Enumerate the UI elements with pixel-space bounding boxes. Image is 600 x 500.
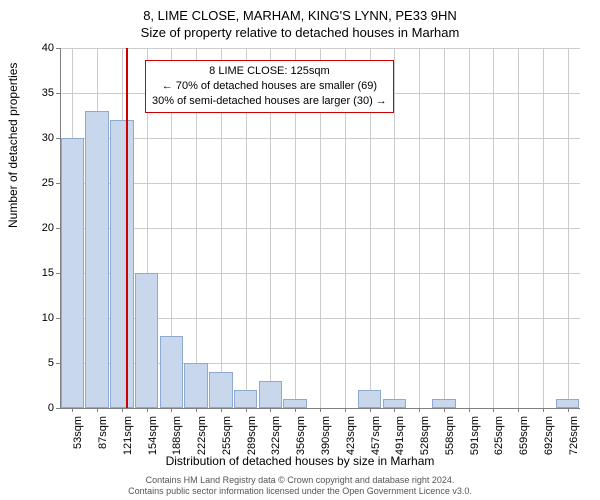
footer-line1: Contains HM Land Registry data © Crown c…	[0, 475, 600, 487]
y-tick-label: 30	[24, 132, 54, 144]
chart-container: 8, LIME CLOSE, MARHAM, KING'S LYNN, PE33…	[0, 0, 600, 500]
x-tick-label: 491sqm	[394, 416, 406, 456]
x-tick-label: 356sqm	[295, 416, 307, 456]
y-tick-label: 15	[24, 267, 54, 279]
gridline-vertical	[419, 48, 420, 408]
x-tick-label: 121sqm	[122, 416, 134, 456]
x-tick-label: 659sqm	[518, 416, 530, 456]
x-tick-label: 457sqm	[370, 416, 382, 456]
callout-box: 8 LIME CLOSE: 125sqm ← 70% of detached h…	[145, 60, 394, 113]
histogram-bar	[160, 336, 184, 408]
histogram-bar	[110, 120, 134, 408]
y-axis-label: Number of detached properties	[6, 63, 20, 228]
histogram-bar	[259, 381, 283, 408]
x-tick-label: 726sqm	[568, 416, 580, 456]
x-tick-label: 255sqm	[221, 416, 233, 456]
histogram-bar	[61, 138, 85, 408]
gridline-vertical	[444, 48, 445, 408]
title-main: 8, LIME CLOSE, MARHAM, KING'S LYNN, PE33…	[0, 0, 600, 23]
x-tick-label: 289sqm	[246, 416, 258, 456]
histogram-bar	[135, 273, 159, 408]
callout-line2: ← 70% of detached houses are smaller (69…	[152, 79, 387, 94]
footer-line2: Contains public sector information licen…	[0, 486, 600, 498]
histogram-bar	[383, 399, 407, 408]
histogram-bar	[432, 399, 456, 408]
x-tick-label: 154sqm	[147, 416, 159, 456]
histogram-bar	[234, 390, 258, 408]
reference-line	[126, 48, 128, 408]
histogram-bar	[556, 399, 580, 408]
gridline-vertical	[493, 48, 494, 408]
x-tick-label: 87sqm	[97, 416, 109, 456]
y-tick-label: 40	[24, 42, 54, 54]
y-axis-line	[60, 48, 61, 408]
gridline-vertical	[568, 48, 569, 408]
gridline-vertical	[518, 48, 519, 408]
x-tick-label: 188sqm	[171, 416, 183, 456]
x-tick-label: 528sqm	[419, 416, 431, 456]
x-tick-label: 558sqm	[444, 416, 456, 456]
histogram-bar	[184, 363, 208, 408]
y-tick-label: 10	[24, 312, 54, 324]
x-tick-label: 591sqm	[469, 416, 481, 456]
histogram-bar	[209, 372, 233, 408]
y-tick-label: 5	[24, 357, 54, 369]
x-tick-label: 53sqm	[72, 416, 84, 456]
footer-attribution: Contains HM Land Registry data © Crown c…	[0, 475, 600, 498]
histogram-bar	[358, 390, 382, 408]
y-tick-label: 0	[24, 402, 54, 414]
chart-area: 051015202530354053sqm87sqm121sqm154sqm18…	[60, 48, 580, 408]
x-tick-label: 222sqm	[196, 416, 208, 456]
x-tick-label: 625sqm	[493, 416, 505, 456]
x-tick-label: 423sqm	[345, 416, 357, 456]
x-tick-label: 692sqm	[543, 416, 555, 456]
x-tick-label: 322sqm	[270, 416, 282, 456]
histogram-bar	[283, 399, 307, 408]
gridline-vertical	[543, 48, 544, 408]
title-sub: Size of property relative to detached ho…	[0, 23, 600, 40]
y-tick-label: 35	[24, 87, 54, 99]
callout-line1: 8 LIME CLOSE: 125sqm	[152, 64, 387, 79]
y-tick-label: 25	[24, 177, 54, 189]
callout-line3: 30% of semi-detached houses are larger (…	[152, 94, 387, 109]
x-axis-label: Distribution of detached houses by size …	[0, 454, 600, 468]
x-axis-line	[60, 408, 580, 409]
y-tick-label: 20	[24, 222, 54, 234]
gridline-vertical	[394, 48, 395, 408]
gridline-vertical	[469, 48, 470, 408]
histogram-bar	[85, 111, 109, 408]
x-tick-label: 390sqm	[320, 416, 332, 456]
